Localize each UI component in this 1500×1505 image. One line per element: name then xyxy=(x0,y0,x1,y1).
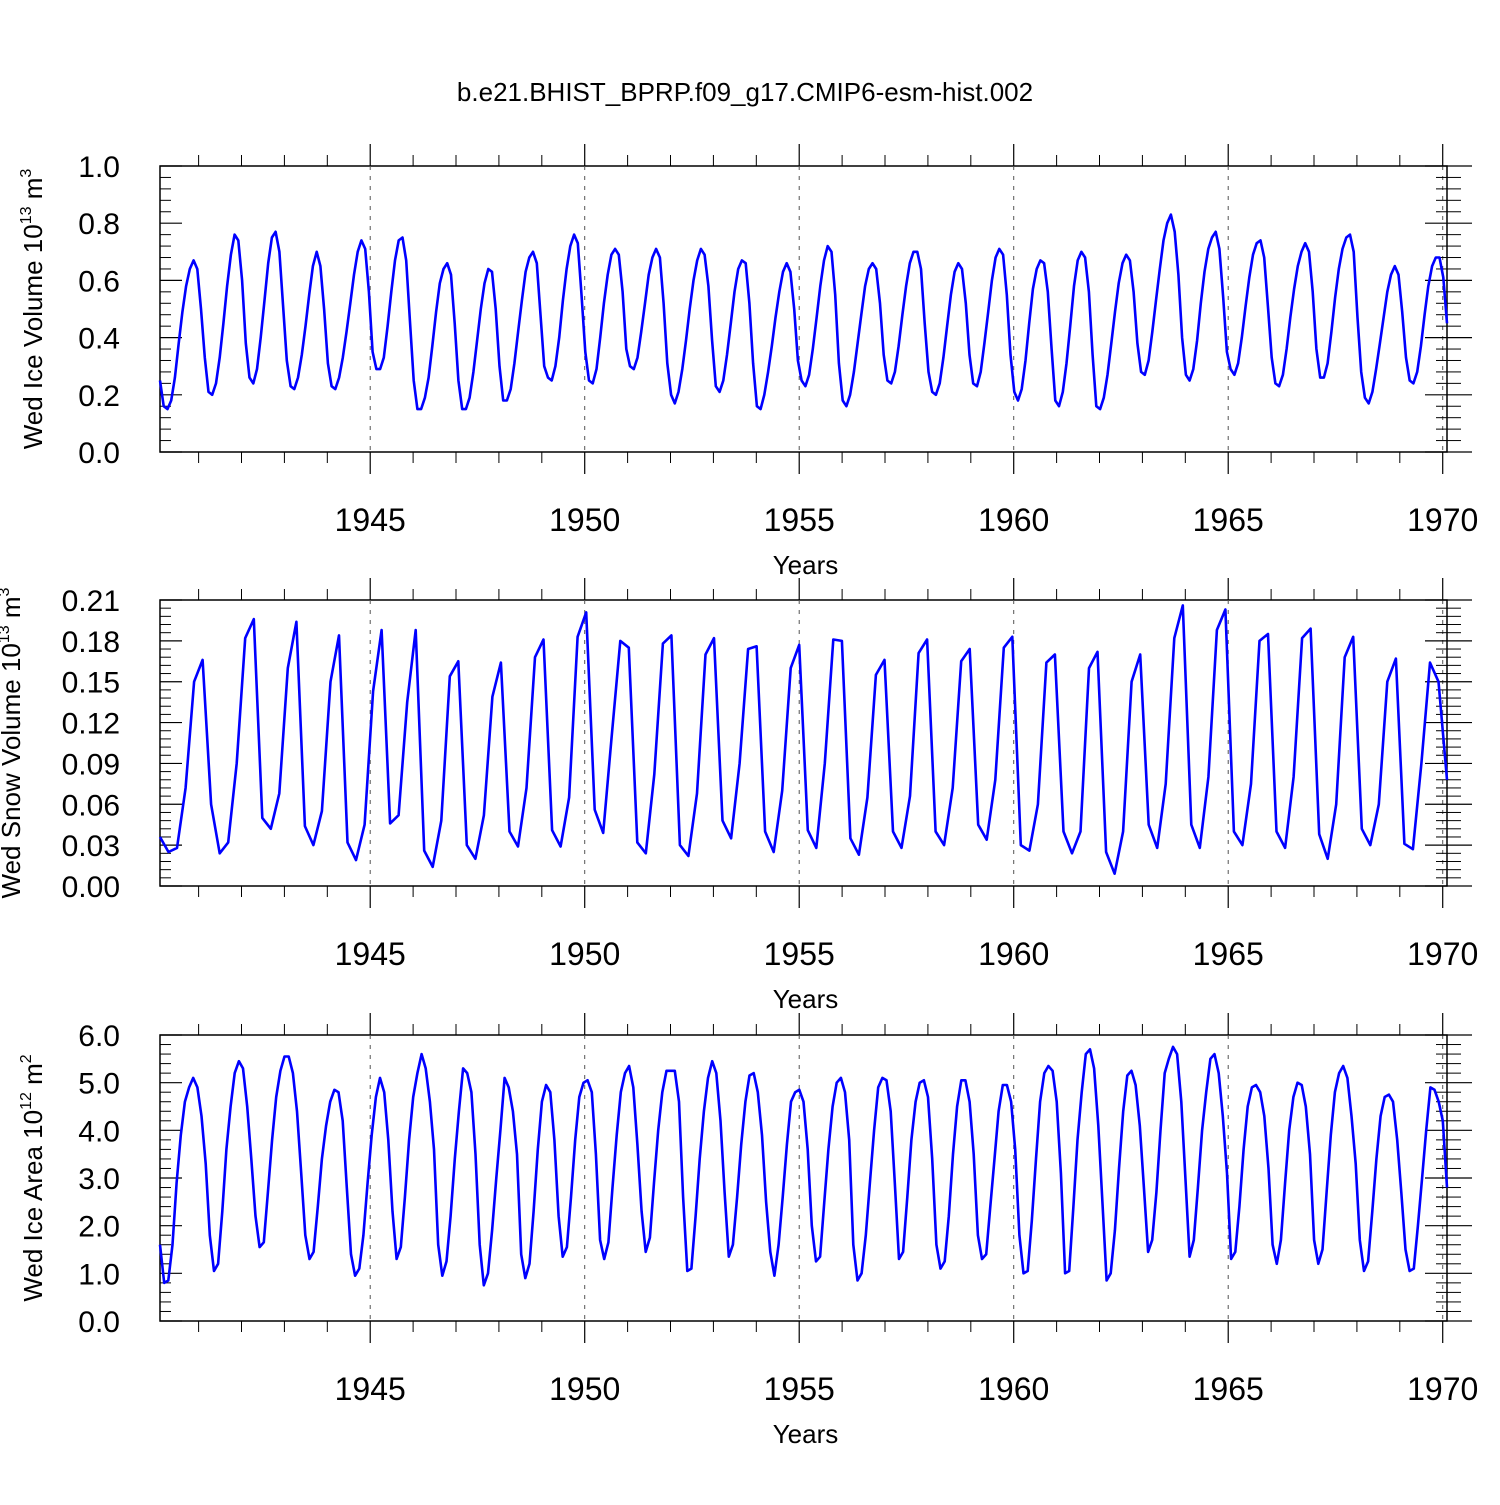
y-axis-label: Wed Snow Volume 1013 m3 xyxy=(0,587,26,898)
x-tick-label: 1960 xyxy=(978,1371,1049,1407)
y-tick-label: 1.0 xyxy=(78,1258,120,1291)
y-tick-label: 0.0 xyxy=(78,1306,120,1339)
x-tick-label: 1955 xyxy=(764,936,835,972)
y-tick-label: 1.0 xyxy=(78,151,120,184)
y-tick-label: 0.18 xyxy=(62,626,120,659)
y-tick-label: 3.0 xyxy=(78,1163,120,1196)
y-tick-label: 0.0 xyxy=(78,437,120,470)
x-tick-label: 1965 xyxy=(1193,936,1264,972)
x-tick-label: 1965 xyxy=(1193,1371,1264,1407)
x-tick-label: 1970 xyxy=(1407,936,1478,972)
x-tick-label: 1960 xyxy=(978,502,1049,538)
x-tick-label: 1960 xyxy=(978,936,1049,972)
y-tick-label: 0.2 xyxy=(78,380,120,413)
x-tick-label: 1945 xyxy=(335,1371,406,1407)
figure-title: b.e21.BHIST_BPRP.f09_g17.CMIP6-esm-hist.… xyxy=(457,77,1033,107)
x-tick-label: 1970 xyxy=(1407,1371,1478,1407)
y-tick-label: 5.0 xyxy=(78,1068,120,1101)
x-tick-label: 1955 xyxy=(764,1371,835,1407)
plot-frame xyxy=(159,599,1448,887)
x-axis-label: Years xyxy=(773,1419,839,1449)
x-tick-label: 1965 xyxy=(1193,502,1264,538)
plot-frame xyxy=(159,165,1448,453)
y-axis-label: Wed Ice Area 1012 m2 xyxy=(18,1054,48,1301)
chart-panel-3: 1945 1950 1955 1960 1965 1970 0.0 1.0 2.0 3.0 4.0 5… xyxy=(18,1013,1478,1449)
y-tick-label: 0.4 xyxy=(78,323,120,356)
x-tick-label: 1945 xyxy=(335,936,406,972)
series-line-wed-ice-area xyxy=(158,1045,1449,1287)
series-line-wed-ice-volume xyxy=(158,213,1449,411)
y-tick-label: 0.09 xyxy=(62,748,120,781)
y-tick-label: 0.06 xyxy=(62,789,120,822)
y-tick-label: 6.0 xyxy=(78,1020,120,1053)
y-tick-label: 0.6 xyxy=(78,265,120,298)
y-tick-label: 4.0 xyxy=(78,1115,120,1148)
y-tick-label: 0.8 xyxy=(78,208,120,241)
y-axis-label: Wed Ice Volume 1013 m3 xyxy=(18,169,48,450)
y-tick-label: 0.21 xyxy=(62,585,120,618)
y-tick-label: 0.15 xyxy=(62,667,120,700)
x-tick-label: 1950 xyxy=(549,1371,620,1407)
x-axis-label: Years xyxy=(773,550,839,580)
x-tick-label: 1950 xyxy=(549,502,620,538)
chart-panel-1: 1945 1950 1955 1960 1965 1970 0.0 0.2 0.4 0.6 0.8 1… xyxy=(18,144,1478,580)
x-tick-label: 1950 xyxy=(549,936,620,972)
y-tick-label: 2.0 xyxy=(78,1211,120,1244)
y-tick-label: 0.03 xyxy=(62,830,120,863)
series-line-wed-snow-volume xyxy=(158,604,1449,876)
x-tick-label: 1945 xyxy=(335,502,406,538)
y-tick-label: 0.00 xyxy=(62,871,120,904)
chart-panel-2: 1945 1950 1955 1960 1965 1970 0.00 0.03 0.06 0.09… xyxy=(0,578,1478,1014)
x-tick-label: 1970 xyxy=(1407,502,1478,538)
x-axis-label: Years xyxy=(773,984,839,1014)
x-tick-label: 1955 xyxy=(764,502,835,538)
y-tick-label: 0.12 xyxy=(62,708,120,741)
plot-frame xyxy=(159,1034,1448,1322)
